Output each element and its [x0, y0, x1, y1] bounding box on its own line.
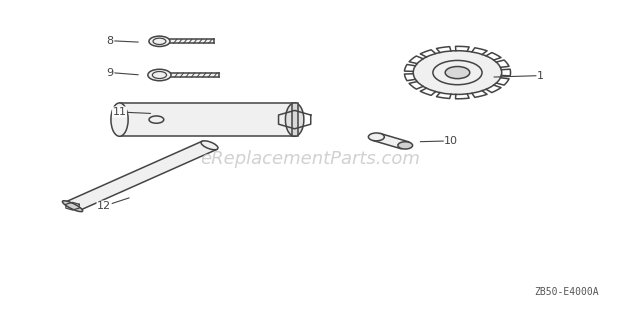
Text: 1: 1	[537, 70, 544, 81]
Text: 9: 9	[107, 68, 114, 78]
Text: 10: 10	[445, 136, 458, 146]
Ellipse shape	[111, 103, 128, 136]
Polygon shape	[291, 103, 298, 136]
FancyBboxPatch shape	[170, 40, 214, 43]
Circle shape	[149, 36, 170, 46]
Text: 8: 8	[107, 36, 114, 46]
Circle shape	[148, 69, 171, 81]
FancyBboxPatch shape	[120, 103, 291, 136]
Polygon shape	[65, 141, 217, 210]
Circle shape	[413, 51, 502, 95]
Circle shape	[433, 61, 482, 85]
Circle shape	[445, 66, 470, 78]
Text: 11: 11	[112, 107, 126, 117]
Text: 12: 12	[97, 201, 111, 211]
Text: ZB50-E4000A: ZB50-E4000A	[534, 287, 599, 297]
Ellipse shape	[63, 201, 82, 212]
FancyBboxPatch shape	[171, 73, 219, 77]
Polygon shape	[372, 133, 409, 149]
Circle shape	[368, 133, 384, 141]
Text: eReplacementParts.com: eReplacementParts.com	[200, 150, 420, 168]
Circle shape	[398, 142, 413, 149]
Ellipse shape	[285, 103, 304, 136]
Ellipse shape	[201, 141, 218, 150]
